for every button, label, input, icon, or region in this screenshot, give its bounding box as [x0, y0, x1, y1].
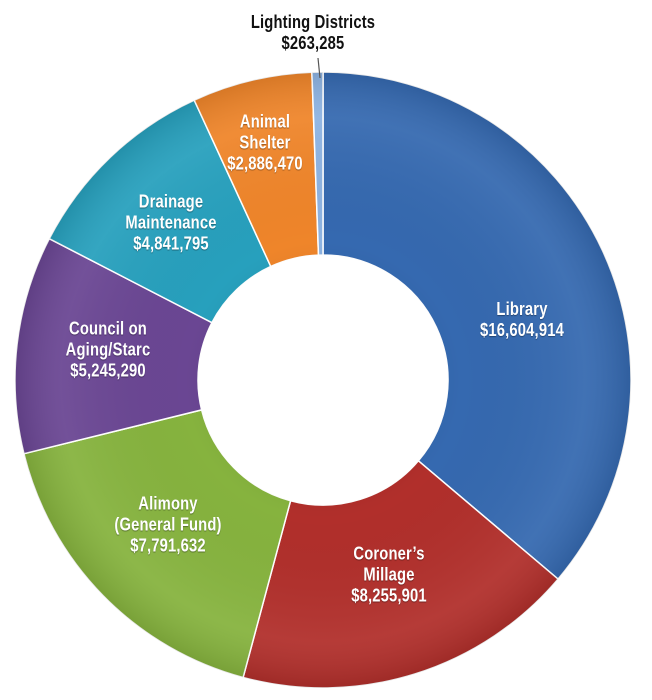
- slice-label: Lighting Districts $263,285: [251, 12, 375, 54]
- donut-slice: [14, 237, 213, 455]
- donut-slice-shading: [323, 72, 631, 580]
- donut-slice-shading: [23, 409, 291, 678]
- leader-line: [317, 57, 321, 79]
- slice-label-name: Council on: [69, 318, 147, 339]
- slice-label-name: Coroner’s: [353, 543, 425, 564]
- slice-value-label: $16,604,914: [480, 320, 564, 340]
- slice-label: Coroner’s Millage $8,255,901: [351, 544, 427, 607]
- donut-slice-shading: [49, 100, 271, 323]
- donut-slice: [23, 408, 292, 679]
- donut-slice: [242, 459, 560, 689]
- donut-slice-shading: [14, 238, 212, 454]
- slice-label-name: (General Fund): [114, 514, 222, 535]
- slice-label-name: Animal: [239, 111, 291, 132]
- slice-value-label: $8,255,901: [351, 585, 427, 606]
- donut-slice-shading: [194, 72, 319, 267]
- donut-slice: [48, 99, 272, 324]
- donut-slice-shading: [243, 460, 559, 688]
- slice-label: Drainage Maintenance $4,841,795: [125, 192, 216, 255]
- slice-label: Alimony (General Fund) $7,791,632: [114, 494, 221, 557]
- donut-slice: [311, 71, 324, 256]
- slice-label: Council on Aging/Starc $5,245,290: [66, 319, 151, 382]
- slice-label-name: Drainage: [138, 191, 204, 212]
- slice-label-name: Maintenance: [125, 212, 217, 233]
- slice-label-name: Millage: [363, 564, 415, 585]
- donut-slice: [322, 71, 632, 581]
- donut-slice: [193, 71, 320, 268]
- slice-value-label: $7,791,632: [130, 535, 206, 556]
- slice-label-name: Library: [496, 299, 548, 319]
- donut-slice-shading: [311, 72, 323, 256]
- slice-label-name: Aging/Starc: [65, 339, 151, 360]
- slice-label: Animal Shelter $2,886,470: [227, 112, 303, 175]
- slice-label-name: Lighting Districts: [250, 12, 376, 32]
- slice-value-label: $2,886,470: [227, 153, 303, 174]
- slice-value-label: $5,245,290: [70, 360, 146, 381]
- slice-label-name: Alimony: [138, 493, 198, 514]
- slice-label-name: Shelter: [239, 132, 291, 153]
- slice-label: Library $16,604,914: [480, 299, 564, 341]
- slice-value-label: $263,285: [281, 33, 345, 53]
- slice-value-label: $4,841,795: [133, 233, 209, 254]
